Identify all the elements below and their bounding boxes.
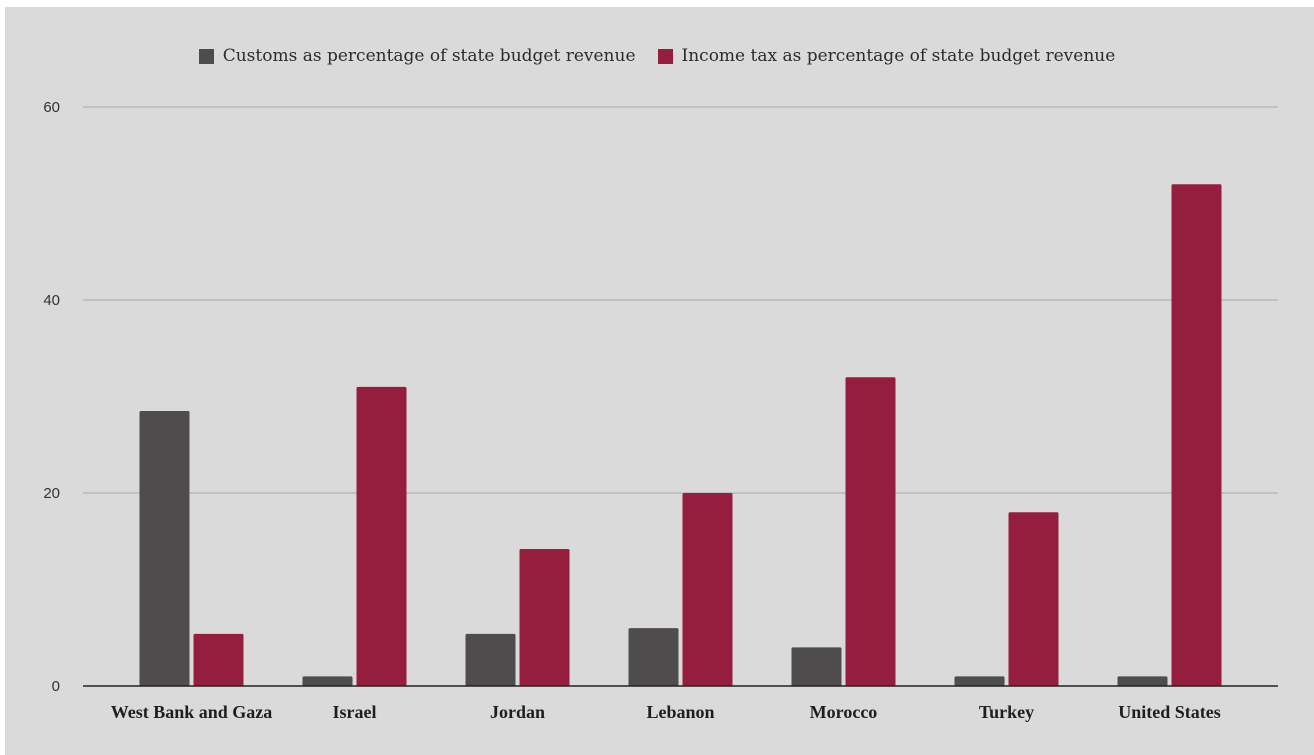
y-tick-label: 60 [43,99,60,116]
bar [1171,184,1222,686]
y-tick-label: 0 [52,678,60,695]
bar [628,628,679,686]
chart-legend: Customs as percentage of state budget re… [0,46,1314,66]
legend-item-customs: Customs as percentage of state budget re… [198,46,636,66]
bar [193,633,244,686]
y-tick-label: 40 [43,292,60,309]
legend-label-income-tax: Income tax as percentage of state budget… [681,46,1116,66]
bar [356,386,407,686]
bar [1008,512,1059,686]
bar [791,647,842,686]
legend-swatch-customs [198,48,214,64]
legend-swatch-income-tax [657,48,673,64]
bar [682,493,733,686]
bar [139,410,190,686]
axes: 0 20 40 60 West Bank and Gaza Israel Jordan Leb… [43,99,1278,722]
bar [845,377,896,686]
bar [954,676,1005,686]
x-tick-label: Israel [333,702,377,722]
bar [302,676,353,686]
bar [519,548,570,686]
bar [1117,676,1168,686]
x-tick-label: Lebanon [646,702,714,722]
x-tick-label: Turkey [979,702,1034,722]
x-tick-label: West Bank and Gaza [111,702,273,722]
x-tick-label: United States [1118,702,1221,722]
bar [465,633,516,686]
gridlines [83,106,1278,494]
x-tick-label: Morocco [810,702,878,722]
x-tick-label: Jordan [490,702,545,722]
y-tick-label: 20 [43,485,60,502]
bars [139,184,1222,686]
legend-label-customs: Customs as percentage of state budget re… [222,46,636,66]
legend-item-income-tax: Income tax as percentage of state budget… [657,46,1116,66]
